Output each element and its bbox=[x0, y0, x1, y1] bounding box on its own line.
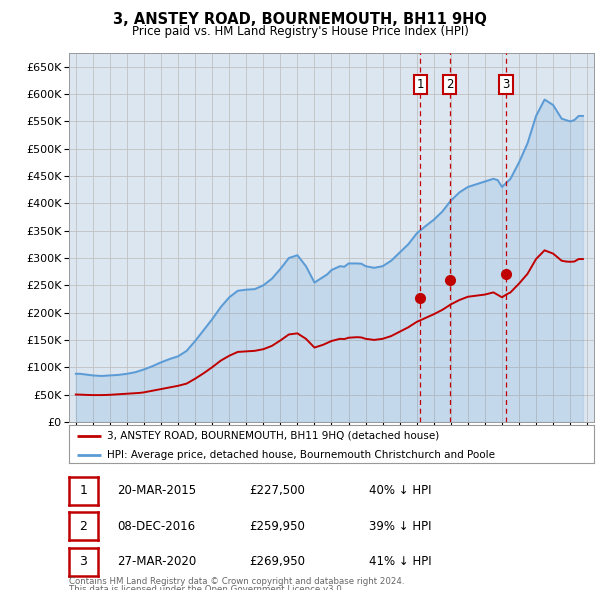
Text: 3: 3 bbox=[502, 78, 509, 91]
Text: 08-DEC-2016: 08-DEC-2016 bbox=[117, 520, 195, 533]
Text: Price paid vs. HM Land Registry's House Price Index (HPI): Price paid vs. HM Land Registry's House … bbox=[131, 25, 469, 38]
Text: 3: 3 bbox=[79, 555, 88, 568]
Text: HPI: Average price, detached house, Bournemouth Christchurch and Poole: HPI: Average price, detached house, Bour… bbox=[107, 450, 495, 460]
Text: £259,950: £259,950 bbox=[249, 520, 305, 533]
Text: 3, ANSTEY ROAD, BOURNEMOUTH, BH11 9HQ (detached house): 3, ANSTEY ROAD, BOURNEMOUTH, BH11 9HQ (d… bbox=[107, 431, 439, 441]
Text: 41% ↓ HPI: 41% ↓ HPI bbox=[369, 555, 431, 568]
Text: 39% ↓ HPI: 39% ↓ HPI bbox=[369, 520, 431, 533]
Text: 2: 2 bbox=[446, 78, 454, 91]
Text: 27-MAR-2020: 27-MAR-2020 bbox=[117, 555, 196, 568]
Text: £227,500: £227,500 bbox=[249, 484, 305, 497]
Text: 2: 2 bbox=[79, 520, 88, 533]
Text: This data is licensed under the Open Government Licence v3.0.: This data is licensed under the Open Gov… bbox=[69, 585, 344, 590]
Text: 40% ↓ HPI: 40% ↓ HPI bbox=[369, 484, 431, 497]
Text: 20-MAR-2015: 20-MAR-2015 bbox=[117, 484, 196, 497]
Text: 1: 1 bbox=[79, 484, 88, 497]
Text: £269,950: £269,950 bbox=[249, 555, 305, 568]
Text: 3, ANSTEY ROAD, BOURNEMOUTH, BH11 9HQ: 3, ANSTEY ROAD, BOURNEMOUTH, BH11 9HQ bbox=[113, 12, 487, 27]
Text: Contains HM Land Registry data © Crown copyright and database right 2024.: Contains HM Land Registry data © Crown c… bbox=[69, 577, 404, 586]
Text: 1: 1 bbox=[417, 78, 424, 91]
